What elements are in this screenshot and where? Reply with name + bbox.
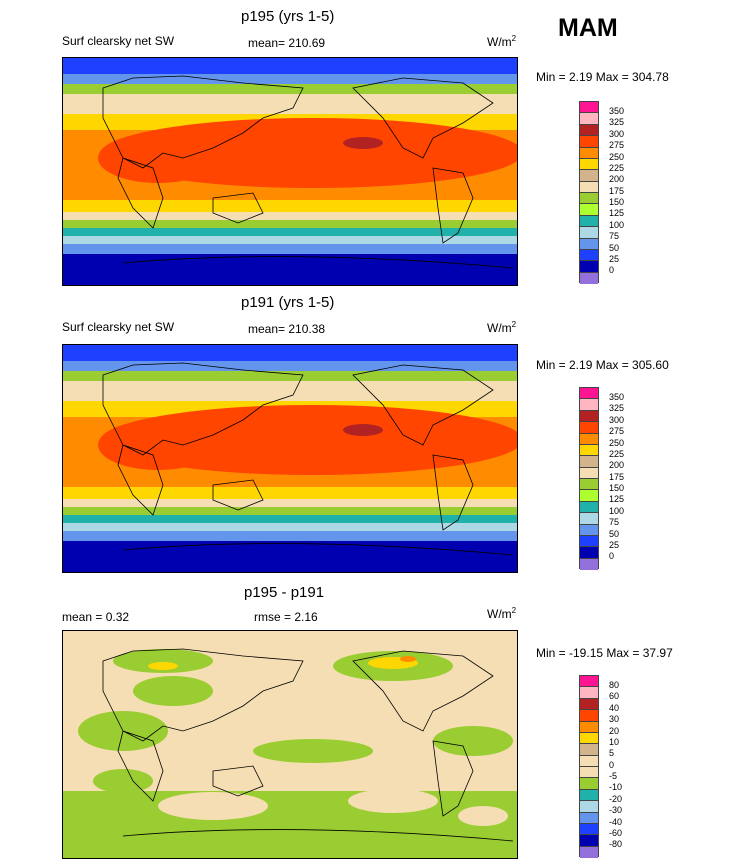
panel2-map <box>62 344 518 573</box>
panel1-title: p195 (yrs 1-5) <box>241 8 335 25</box>
panel2-variable-label: Surf clearsky net SW <box>62 320 175 334</box>
panel1-map <box>62 57 518 286</box>
panel2-mean-label: mean= 210.38 <box>248 322 326 336</box>
panel2-units: W/m2 <box>487 320 517 335</box>
panel1-variable-label: Surf clearsky net SW <box>62 34 175 48</box>
panel3-mean-label: mean = 0.32 <box>62 610 130 624</box>
panel1-colorbar <box>579 101 599 284</box>
panel1-minmax: Min = 2.19 Max = 304.78 <box>536 70 669 84</box>
panel1-mean-label: mean= 210.69 <box>248 36 326 50</box>
panel1-colorbar-labels: 350 325 300 275 250 225 200 175 150 125 100 75 50… <box>609 106 625 276</box>
panel3-map <box>62 630 518 859</box>
panel3-colorbar-labels: 80 60 40 30 20 10 5 0 -5 -10 -20 -30 -40 -60 -80 <box>609 680 623 850</box>
panel1-units: W/m2 <box>487 34 517 49</box>
panel3-minmax: Min = -19.15 Max = 37.97 <box>536 646 673 660</box>
panel3-rmse-label: rmse = 2.16 <box>254 610 318 624</box>
panel2-minmax: Min = 2.19 Max = 305.60 <box>536 358 669 372</box>
panel2-colorbar <box>579 387 599 570</box>
panel3-colorbar <box>579 675 599 858</box>
panel3-title: p195 - p191 <box>244 584 325 601</box>
season-label: MAM <box>558 14 618 42</box>
panel2-title: p191 (yrs 1-5) <box>241 294 335 311</box>
panel3-units: W/m2 <box>487 606 517 621</box>
panel2-colorbar-labels: 350 325 300 275 250 225 200 175 150 125 100 75 50… <box>609 392 625 562</box>
